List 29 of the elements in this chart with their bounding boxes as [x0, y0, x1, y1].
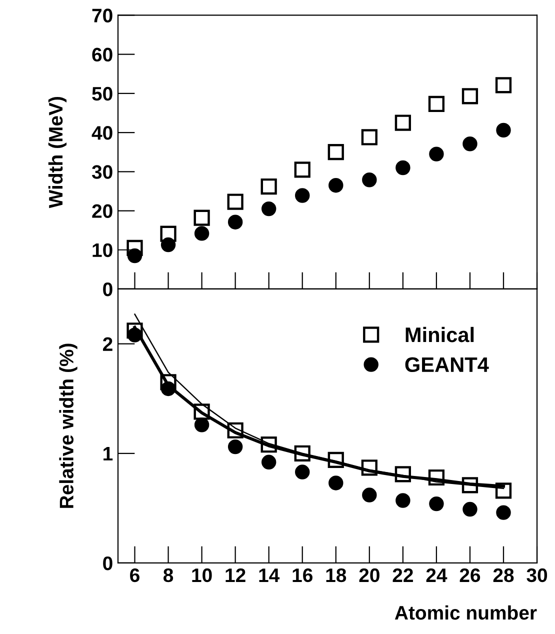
y-tick-label: 60 — [92, 48, 112, 62]
x-tick-label: 12 — [226, 568, 246, 582]
y-tick-label: 10 — [92, 243, 112, 258]
legend-label: Minical — [406, 326, 474, 342]
y-tick-label: 30 — [92, 165, 112, 179]
x-tick-label: 10 — [192, 568, 212, 582]
x-tick-label: 22 — [392, 568, 413, 582]
y-tick-label: 20 — [92, 204, 112, 218]
x-tick-label: 14 — [259, 568, 280, 582]
y-tick-label: 0 — [103, 556, 112, 570]
y-axis-title: Width (MeV) — [48, 96, 67, 208]
y-axis-title: Relative width (%) — [59, 344, 78, 508]
x-tick-label: 6 — [130, 568, 140, 582]
legend-label: GEANT4 — [405, 357, 489, 372]
x-tick-label: 8 — [163, 568, 174, 582]
y-tick-label: 70 — [92, 8, 112, 22]
x-tick-label: 30 — [526, 568, 548, 582]
y-tick-label: 0 — [103, 282, 112, 296]
x-tick-label: 16 — [292, 568, 312, 582]
x-tick-label: 26 — [460, 568, 480, 582]
x-tick-label: 20 — [359, 568, 380, 582]
x-tick-label: 28 — [493, 568, 514, 582]
y-tick-label: 1 — [104, 447, 113, 460]
x-tick-label: 18 — [326, 568, 346, 582]
x-tick-label: 24 — [426, 568, 448, 582]
y-tick-label: 50 — [92, 86, 112, 101]
y-tick-label: 40 — [92, 126, 112, 140]
y-tick-label: 2 — [102, 337, 112, 351]
x-axis-title: Atomic number — [394, 605, 537, 620]
